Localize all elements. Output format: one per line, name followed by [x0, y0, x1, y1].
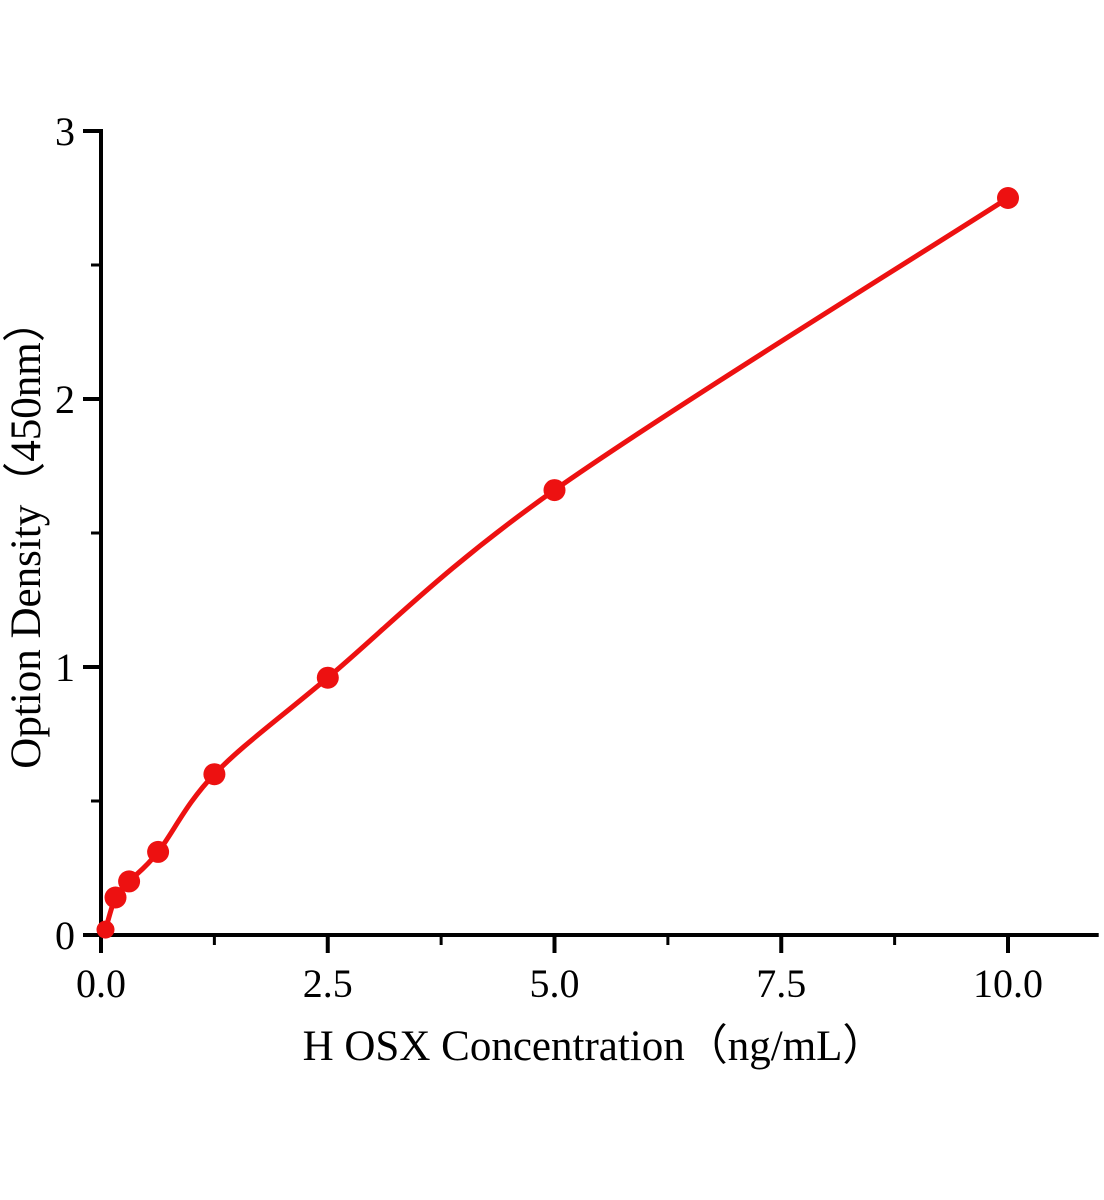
- data-point-marker: [203, 763, 226, 786]
- data-point-marker: [96, 920, 115, 939]
- y-tick-label: 1: [55, 645, 75, 690]
- y-axis-title: Option Density（450nm）: [3, 299, 50, 768]
- data-point-marker: [118, 870, 141, 893]
- x-axis-title: H OSX Concentration（ng/mL）: [303, 1023, 886, 1070]
- y-tick-label: 0: [55, 913, 75, 958]
- data-point-marker: [104, 886, 127, 909]
- x-tick-label: 2.5: [303, 961, 353, 1006]
- x-tick-label: 5.0: [530, 961, 580, 1006]
- data-point-markers: [96, 187, 1019, 939]
- data-point-marker: [997, 187, 1019, 209]
- standard-curve-line: [103, 195, 1011, 933]
- axis-ticks: [83, 129, 1010, 953]
- x-tick-label: 0.0: [76, 961, 126, 1006]
- axes: [99, 129, 1099, 937]
- data-point-marker: [147, 840, 170, 863]
- data-point-marker: [316, 666, 339, 689]
- x-tick-label: 10.0: [973, 961, 1043, 1006]
- y-tick-label: 3: [55, 109, 75, 154]
- data-point-marker: [543, 479, 566, 502]
- x-tick-label: 7.5: [756, 961, 806, 1006]
- y-tick-label: 2: [55, 377, 75, 422]
- axis-tick-labels: 0.0 2.5 5.0 7.5 10.0 0 1 2 3: [55, 109, 1043, 1006]
